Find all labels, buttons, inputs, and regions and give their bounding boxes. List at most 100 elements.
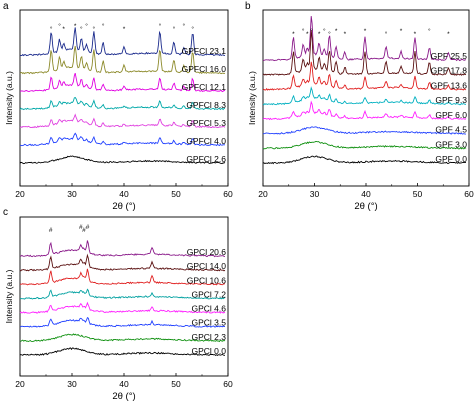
series-line xyxy=(19,72,226,93)
series-line xyxy=(19,155,226,165)
series-line xyxy=(262,30,467,76)
y-axis-label: Intensity (a.u.) xyxy=(4,71,14,125)
series-line xyxy=(19,347,225,356)
chart-panel-c: c 20 30 40 50 60 2θ (°) Intensity (a.u.) GPCl 20… xyxy=(3,207,233,402)
series-label: GPFCl 5.3 xyxy=(186,118,226,128)
y-axis-label: Intensity (a.u.) xyxy=(4,269,14,323)
series-line xyxy=(262,16,467,62)
series-label: GPFCl 12.1 xyxy=(182,82,227,92)
y-axis-label: Intensity (a.u.) xyxy=(247,71,257,125)
peak-marker: * xyxy=(62,26,65,33)
panel-letter: a xyxy=(3,1,9,12)
peak-marker: ° xyxy=(191,25,194,33)
chart-panel-a: a 20 30 40 50 60 2θ (°) Intensity (a.u.) GPFCl 2… xyxy=(3,1,233,212)
x-tick-label: 20 xyxy=(258,189,268,199)
peak-marker: * xyxy=(318,31,321,38)
x-tick-label: 40 xyxy=(119,379,129,389)
peak-marker: ° xyxy=(159,22,162,30)
peak-marker: ° xyxy=(102,22,105,30)
x-tick-label: 20 xyxy=(15,189,25,199)
series-line xyxy=(262,61,467,91)
peak-marker: ° xyxy=(182,22,185,30)
series-line xyxy=(20,132,225,147)
chart-panel-b: b 20 30 40 50 60 2θ (°) Intensity (a.u.) GPF 25.… xyxy=(245,1,474,212)
series-label: GPF 9.3 xyxy=(435,95,467,105)
series-label: GPF 4.5 xyxy=(435,125,467,135)
series-line xyxy=(19,333,226,343)
peak-marker: # xyxy=(79,224,83,231)
peak-marker: ° xyxy=(85,22,88,30)
series-label: GPF 13.6 xyxy=(431,80,468,90)
peak-marker: * xyxy=(306,31,309,38)
panel-letter: b xyxy=(245,1,251,12)
series-label: GPFCl 23.1 xyxy=(182,46,227,56)
series-label: GPCl 0.0 xyxy=(192,346,227,356)
peak-marker: # xyxy=(82,227,86,234)
series-line xyxy=(19,113,226,129)
series-label: GPF 17.8 xyxy=(431,66,468,76)
panel-letter: c xyxy=(3,207,8,218)
peak-marker: * xyxy=(335,28,338,35)
series-label: GPF 25.5 xyxy=(431,51,468,61)
peak-marker: * xyxy=(344,31,347,38)
series-line xyxy=(19,96,226,111)
series-label: GPFCl 8.3 xyxy=(186,100,226,110)
x-tick-label: 60 xyxy=(464,189,474,199)
x-tick-label: 50 xyxy=(171,189,181,199)
peak-marker: ° xyxy=(323,27,326,35)
x-tick-label: 30 xyxy=(310,189,320,199)
peak-marker: * xyxy=(447,31,450,38)
series-line xyxy=(262,126,466,135)
peak-marker: * xyxy=(364,28,367,35)
x-tick-label: 30 xyxy=(67,189,77,199)
x-tick-label: 20 xyxy=(15,379,25,389)
peak-marker: * xyxy=(74,23,77,30)
x-tick-label: 60 xyxy=(223,379,233,389)
series-line xyxy=(19,288,226,300)
peak-marker: ° xyxy=(385,30,388,38)
series-label: GPF 3.0 xyxy=(435,139,467,149)
series-line xyxy=(19,253,226,272)
series-label: GPFCl 4.0 xyxy=(186,136,226,146)
peak-marker: ° xyxy=(93,25,96,33)
peak-marker: * xyxy=(123,26,126,33)
series-label: GPCl 7.2 xyxy=(192,289,227,299)
peak-marker: # xyxy=(86,224,90,231)
peak-marker: ° xyxy=(302,27,305,35)
x-tick-label: 50 xyxy=(413,189,423,199)
series-line xyxy=(19,317,226,328)
series-line xyxy=(19,45,226,75)
x-axis-label: 2θ (°) xyxy=(112,201,135,212)
peak-marker: ° xyxy=(80,25,83,33)
peak-marker: ° xyxy=(50,25,53,33)
series-label: GPCl 10.6 xyxy=(187,275,226,285)
peak-marker: * xyxy=(400,28,403,35)
series-label: GPCl 3.5 xyxy=(192,318,227,328)
series-label: GPFCl 16.0 xyxy=(182,64,227,74)
series-label: GPCl 4.6 xyxy=(192,304,227,314)
peak-marker: * xyxy=(414,31,417,38)
series-label: GPCl 14.0 xyxy=(187,261,226,271)
peak-marker: ° xyxy=(58,22,61,30)
peak-marker: * xyxy=(292,31,295,38)
x-tick-label: 30 xyxy=(67,379,77,389)
series-line xyxy=(19,268,226,286)
series-line xyxy=(19,27,226,57)
x-tick-label: 40 xyxy=(119,189,129,199)
series-line xyxy=(262,100,467,121)
peak-marker: # xyxy=(49,227,53,234)
series-line xyxy=(19,240,226,258)
series-line xyxy=(262,155,467,165)
series-label: GPFCl 2.6 xyxy=(186,154,226,164)
x-axis-label: 2θ (°) xyxy=(354,201,377,212)
series-line xyxy=(19,301,226,314)
series-label: GPF 0.0 xyxy=(435,154,467,164)
series-line xyxy=(262,86,467,106)
series-label: GPCl 20.6 xyxy=(187,247,226,257)
peak-marker: ° xyxy=(428,27,431,35)
x-axis-label: 2θ (°) xyxy=(112,391,135,402)
peak-marker: ° xyxy=(310,27,313,35)
series-label: GPCl 2.3 xyxy=(192,332,227,342)
peak-marker: ° xyxy=(173,25,176,33)
